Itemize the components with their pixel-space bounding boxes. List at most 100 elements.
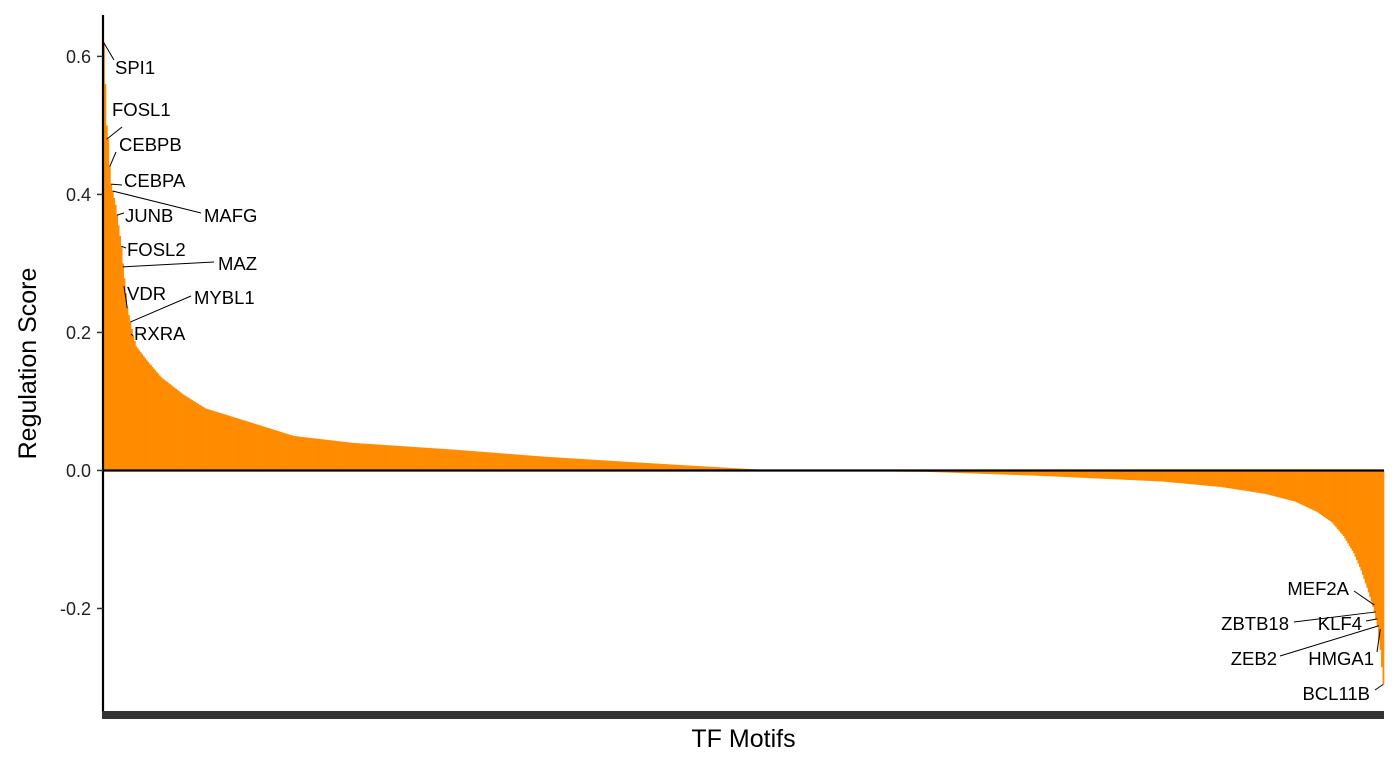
motif-bar [658,463,660,471]
motif-bar [242,420,245,471]
motif-bar [727,467,730,471]
motif-label: SPI1 [115,57,155,78]
motif-bar [281,432,283,471]
motif-bar [1185,470,1188,484]
motif-bar [416,447,419,471]
motif-bar [980,470,983,474]
motif-bar [572,458,575,471]
motif-bar [661,463,663,471]
motif-bar [251,423,254,471]
motif-bar [1260,470,1263,494]
motif-label: FOSL2 [127,239,186,260]
motif-bar [983,470,986,474]
motif-bar [1120,470,1123,480]
motif-bar [1285,470,1288,500]
motif-bar [718,467,721,471]
motif-bar [368,443,370,471]
motif-bar [1342,470,1345,537]
motif-bar [153,368,155,471]
annotation-leader-line [103,42,115,61]
annotation-leader-line [1376,629,1381,653]
motif-bar [989,470,992,475]
motif-bar [351,442,354,471]
motif-bar [1204,470,1207,486]
motif-bar [472,451,475,471]
motif-bar [183,395,186,471]
motif-bar [1146,470,1149,481]
motif-bar [1148,470,1151,481]
motif-bar [519,454,522,471]
motif-bar [588,459,591,471]
annotation-leader-line [122,261,215,268]
motif-bar [557,457,560,471]
motif-bar [560,457,563,471]
motif-bar [677,464,680,471]
motif-bar [499,453,501,471]
motif-bar [703,466,706,471]
motif-bar [1040,470,1043,476]
motif-bar [577,458,579,471]
motif-bar [446,449,448,471]
motif-bar [728,467,731,471]
motif-bar [1074,470,1077,478]
motif-bar [406,446,409,471]
motif-bar [1052,470,1055,477]
motif-bar [370,444,373,471]
motif-bar [992,470,995,475]
motif-bar [1151,470,1154,482]
motif-bar [1188,470,1190,484]
motif-bar [497,453,500,471]
motif-bar [613,461,616,471]
motif-bar [556,457,559,471]
motif-bar [229,416,232,471]
motif-bar [1108,470,1111,480]
motif-bar [616,461,619,471]
motif-bar [1348,470,1351,546]
motif-bar [282,432,285,471]
motif-bar [133,341,136,471]
motif-bar [232,417,235,471]
motif-bar [376,444,379,471]
motif-bar [714,467,716,471]
motif-bar [148,363,151,471]
motif-bar [1280,470,1283,499]
motif-bar [1054,470,1056,477]
motif-bar [1297,470,1299,503]
motif-bar [590,459,593,471]
motif-bar [1014,470,1017,475]
motif-bar [156,372,158,471]
motif-bar [300,436,303,471]
motif-bar [1292,470,1295,502]
motif-bar [1067,470,1070,478]
motif-bar [391,445,394,471]
motif-bar [967,470,970,474]
motif-bar [1086,470,1089,478]
motif-bar [731,468,734,471]
motif-bar [1358,470,1361,568]
motif-bar [222,413,225,471]
motif-bar [1065,470,1068,478]
motif-bar [1351,470,1354,551]
motif-bar [1163,470,1165,482]
motif-bar [1068,470,1071,478]
motif-bar [104,84,107,471]
motif-bar [186,397,189,471]
motif-bar [421,447,423,471]
motif-bar [264,427,267,471]
motif-bar [449,449,451,471]
motif-bar [435,448,438,471]
motif-bar [413,447,416,471]
motif-bar [1145,470,1148,481]
motif-bar [312,438,314,471]
motif-bar [518,454,521,471]
motif-bar [717,467,719,471]
motif-bar [1167,470,1170,483]
motif-bar [1035,470,1037,476]
annotation-leader-line [121,245,127,249]
motif-bar [1130,470,1133,481]
y-tick-label: 0.0 [66,461,91,481]
motif-bar [1191,470,1193,485]
motif-bar [1258,470,1261,494]
motif-bar [1124,470,1127,480]
motif-bar [1230,470,1233,489]
